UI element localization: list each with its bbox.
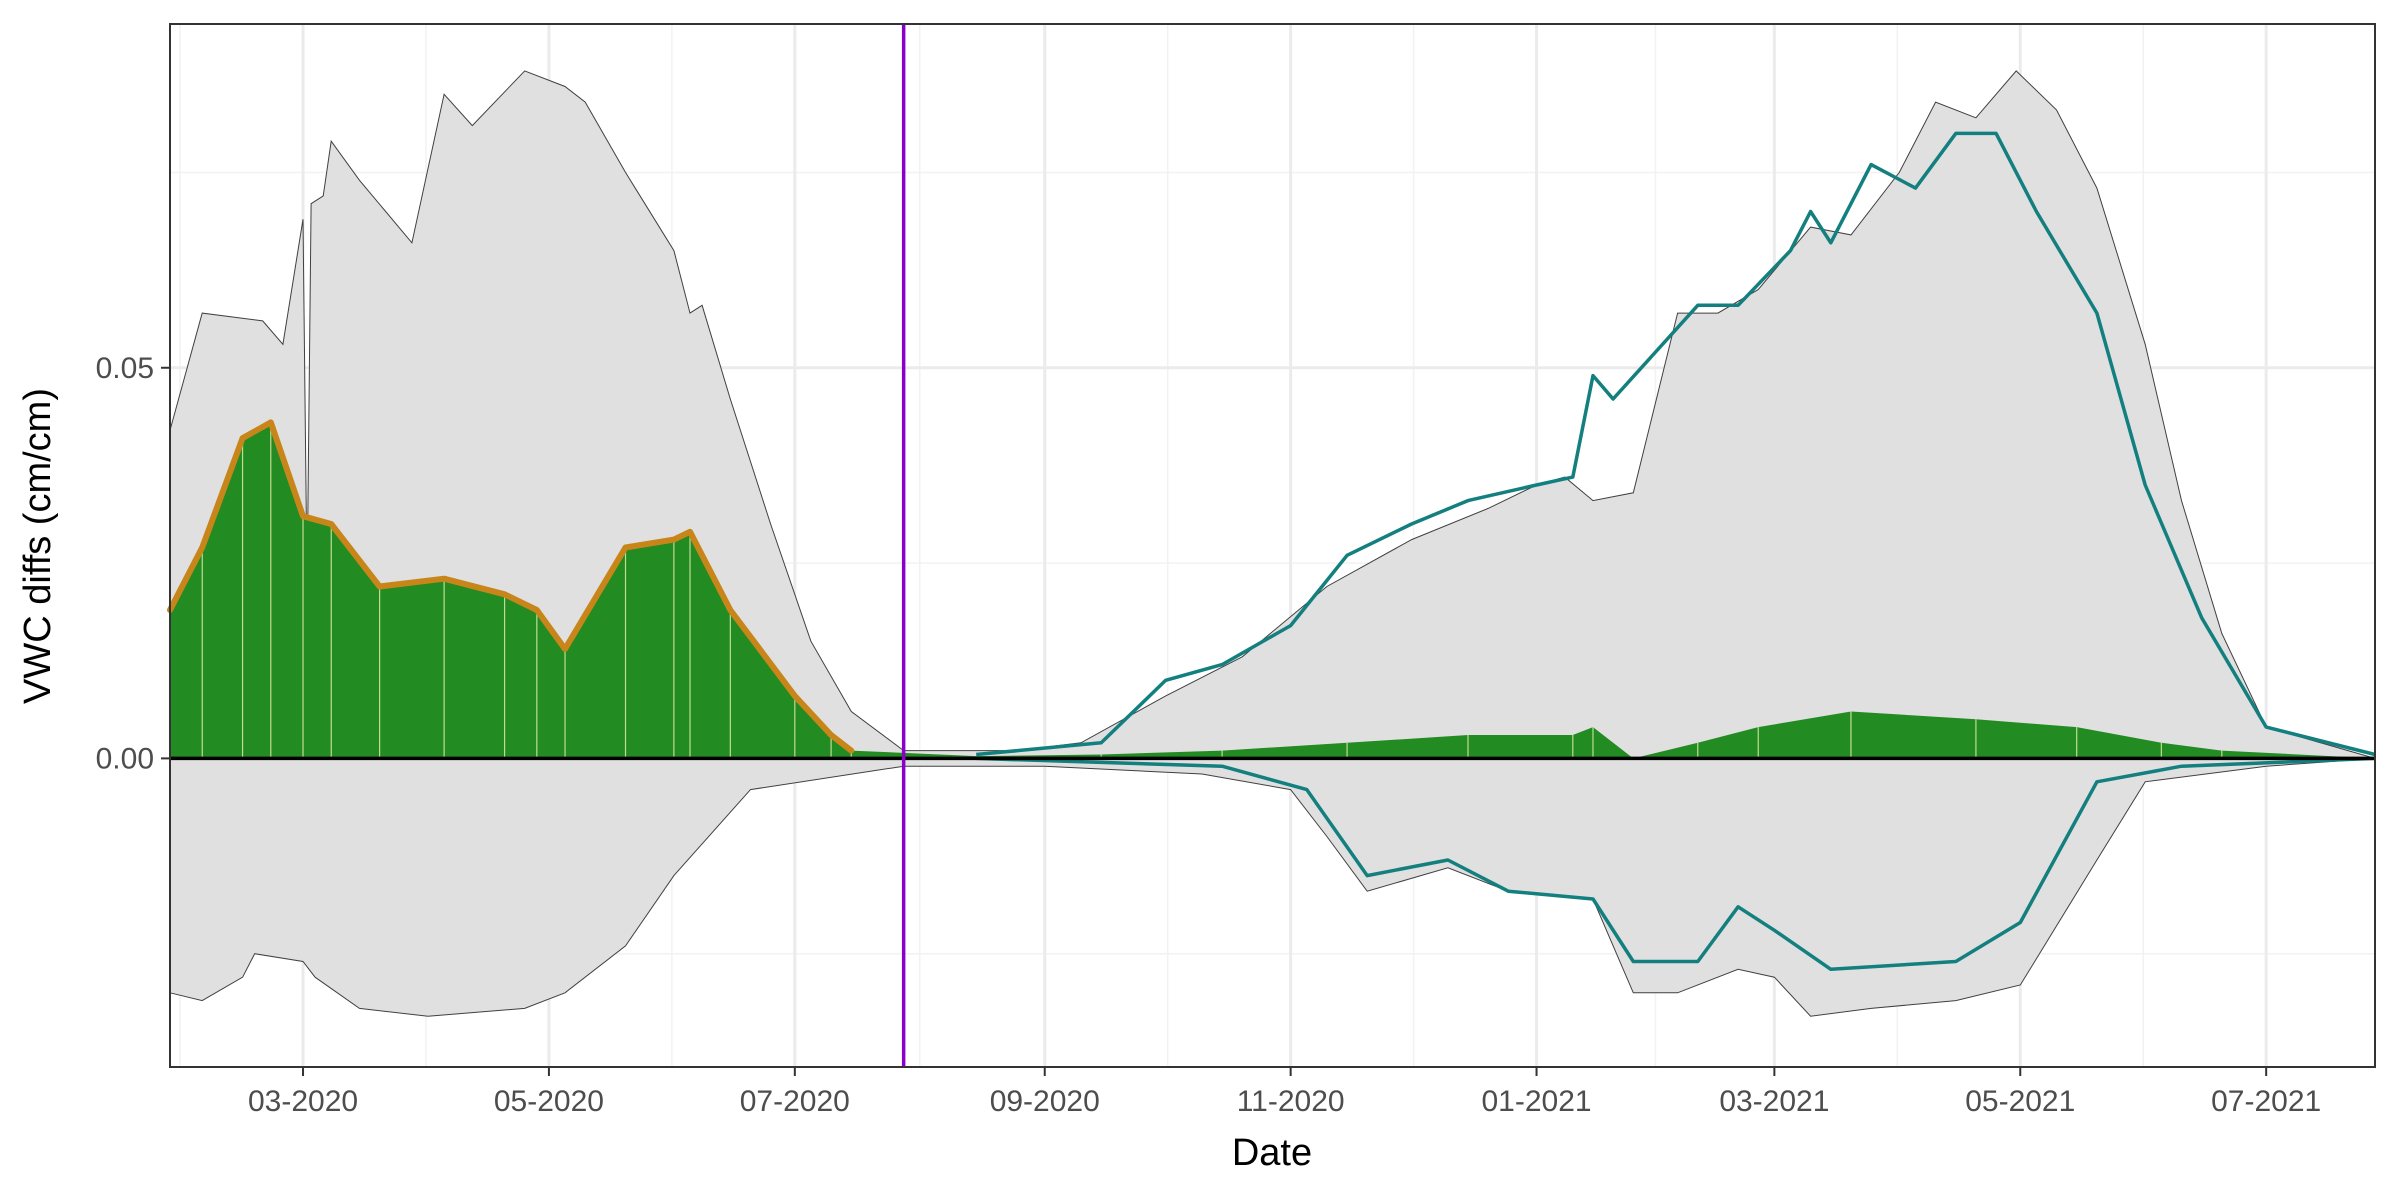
x-axis-title: Date	[1232, 1132, 1312, 1174]
x-axis: 03-2020 05-2020 07-2020 09-2020 11-2020 01-20…	[248, 1067, 2321, 1118]
range-band	[169, 70, 2376, 1017]
bars-fill	[170, 422, 2375, 759]
plot-border	[169, 23, 2376, 1068]
x-tick-label: 05-2020	[494, 1085, 604, 1118]
band-lower-edge	[169, 757, 2376, 1017]
x-tick-label: 07-2021	[2211, 1085, 2321, 1118]
y-tick-label: 0.00	[96, 742, 154, 775]
band-area	[170, 70, 2375, 1017]
y-axis-title: VWC diffs (cm/cm)	[17, 388, 59, 704]
reference-lines	[170, 24, 2375, 1067]
x-tick-label: 11-2020	[1237, 1085, 1345, 1118]
x-tick-label: 03-2020	[248, 1085, 358, 1118]
y-axis: 0.00 0.05	[96, 352, 170, 775]
x-tick-label: 03-2021	[1719, 1085, 1829, 1118]
x-tick-label: 09-2020	[990, 1085, 1100, 1118]
x-tick-label: 01-2021	[1481, 1085, 1591, 1118]
y-tick-label: 0.05	[96, 352, 154, 385]
line-2020	[167, 419, 855, 754]
line-series	[167, 131, 2376, 972]
x-tick-label: 05-2021	[1965, 1085, 2075, 1118]
x-tick-label: 07-2020	[740, 1085, 850, 1118]
line-2021-upper	[976, 131, 2376, 757]
line-2021-lower	[976, 756, 2376, 972]
